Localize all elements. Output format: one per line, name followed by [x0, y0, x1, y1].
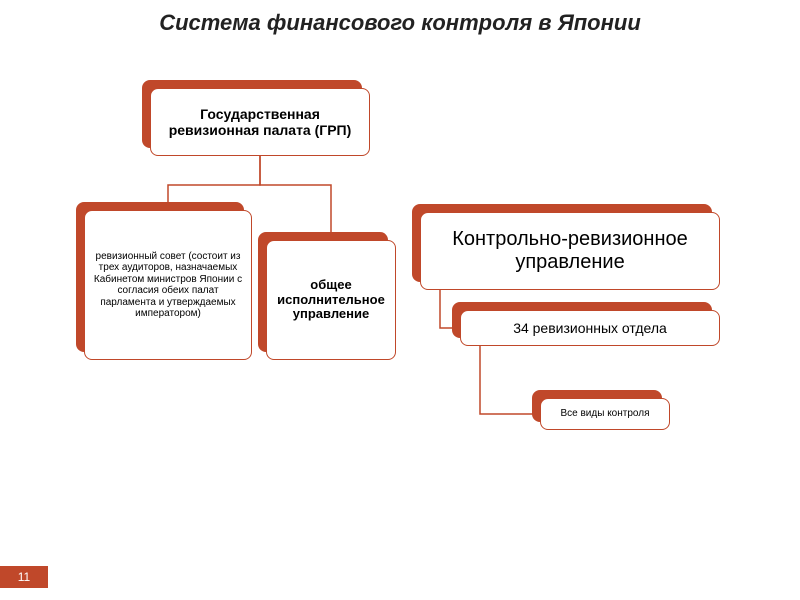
- node-label: Государственная ревизионная палата (ГРП): [150, 88, 370, 156]
- node-exec: общее исполнительное управление: [266, 240, 396, 360]
- node-dept34: 34 ревизионных отдела: [460, 310, 720, 346]
- edge-dept34-alltypes: [480, 346, 540, 414]
- edge-grp-exec: [260, 156, 331, 240]
- node-grp: Государственная ревизионная палата (ГРП): [150, 88, 370, 156]
- page-title: Система финансового контроля в Японии: [0, 0, 800, 36]
- node-kru: Контрольно-ревизионное управление: [420, 212, 720, 290]
- node-council: ревизионный совет (состоит из трех аудит…: [84, 210, 252, 360]
- node-label: Контрольно-ревизионное управление: [420, 212, 720, 290]
- node-label: общее исполнительное управление: [266, 240, 396, 360]
- node-label: 34 ревизионных отдела: [460, 310, 720, 346]
- diagram-canvas: Система финансового контроля в Японии Го…: [0, 0, 800, 600]
- node-label: Все виды контроля: [540, 398, 670, 430]
- page-number-badge: 11: [0, 566, 48, 588]
- node-alltypes: Все виды контроля: [540, 398, 670, 430]
- node-label: ревизионный совет (состоит из трех аудит…: [84, 210, 252, 360]
